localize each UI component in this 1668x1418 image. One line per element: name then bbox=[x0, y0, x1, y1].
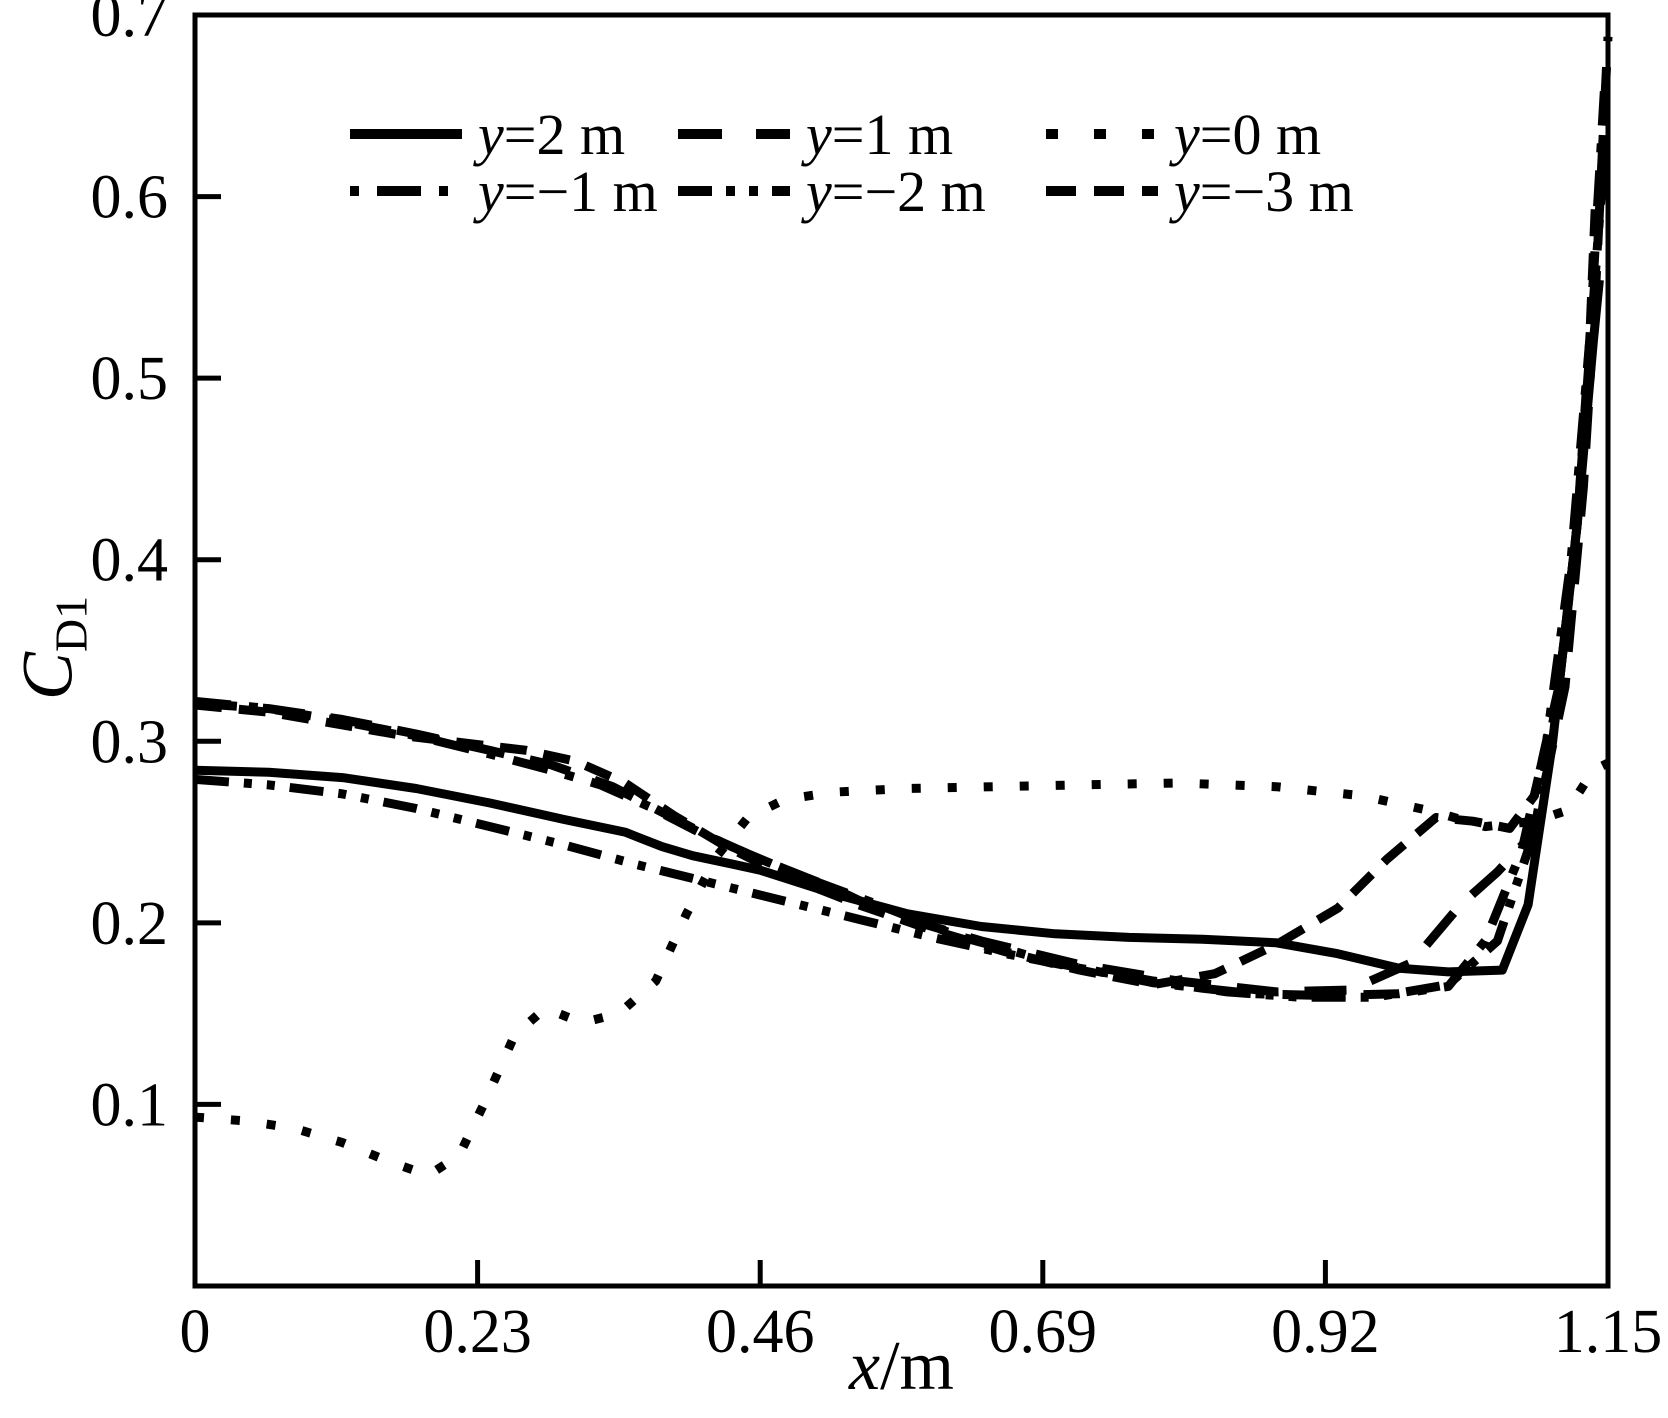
series-ym3-line bbox=[194, 196, 1601, 990]
series-ym2-line bbox=[194, 138, 1610, 1002]
series-y2-line bbox=[194, 279, 1604, 977]
legend-label-ym1: y=−1 m bbox=[473, 159, 658, 224]
legend-label-y0: y=0 m bbox=[1169, 102, 1321, 167]
y-axis-tick-label: 0.4 bbox=[91, 527, 169, 595]
legend-label-y1: y=1 m bbox=[801, 102, 953, 167]
series-ym1-line bbox=[194, 91, 1609, 1000]
y-axis-tick-label: 0.5 bbox=[91, 345, 169, 413]
y-axis-tick-label: 0.6 bbox=[91, 164, 169, 232]
y-axis-tick-label: 0.3 bbox=[91, 708, 169, 776]
x-axis-tick-label: 0 bbox=[180, 1298, 211, 1366]
y-axis-tick-label: 0.1 bbox=[91, 1071, 169, 1139]
y-axis-tick-label: 0.7 bbox=[91, 0, 169, 50]
x-axis-title: x/m bbox=[195, 1328, 1608, 1405]
y-axis-title: CD1 bbox=[6, 596, 97, 700]
x-axis-title-unit: /m bbox=[880, 1328, 954, 1405]
x-axis-tick-label: 1.15 bbox=[1554, 1298, 1663, 1366]
x-axis-title-symbol: x bbox=[849, 1328, 881, 1405]
y-axis-title-symbol: C bbox=[7, 652, 88, 701]
legend-label-ym3: y=−3 m bbox=[1169, 159, 1354, 224]
x-axis-tick-label: 0.46 bbox=[706, 1298, 815, 1366]
x-axis-tick-label: 0.23 bbox=[423, 1298, 532, 1366]
legend-label-y2: y=2 m bbox=[473, 102, 625, 167]
y-axis-tick-label: 0.2 bbox=[91, 890, 169, 958]
x-axis-tick-label: 0.92 bbox=[1271, 1298, 1380, 1366]
plot-frame bbox=[192, 12, 1611, 1289]
legend-label-ym2: y=−2 m bbox=[801, 159, 986, 224]
x-axis-tick-label: 0.69 bbox=[989, 1298, 1098, 1366]
y-axis-title-subscript: D1 bbox=[45, 595, 97, 653]
